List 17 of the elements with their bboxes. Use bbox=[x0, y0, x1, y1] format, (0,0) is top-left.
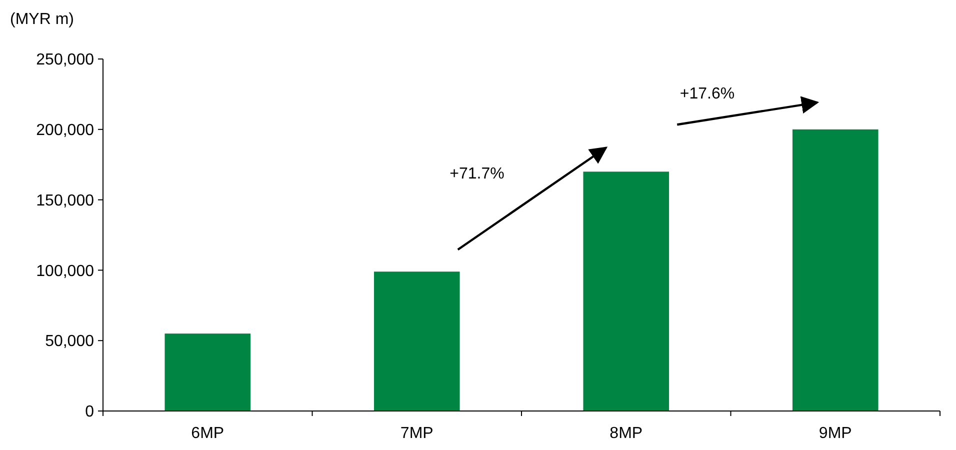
y-axis-title: (MYR m) bbox=[10, 11, 74, 28]
bar bbox=[583, 172, 670, 411]
y-tick-label: 0 bbox=[85, 404, 94, 421]
bar bbox=[792, 129, 878, 411]
y-tick-label: 200,000 bbox=[36, 122, 94, 139]
bar bbox=[374, 272, 460, 411]
annotation: +17.6% bbox=[680, 86, 735, 103]
bar bbox=[164, 334, 251, 411]
y-tick-label: 150,000 bbox=[36, 192, 94, 210]
x-tick-label: 8MP bbox=[610, 425, 643, 442]
x-tick-label: 6MP bbox=[191, 425, 224, 442]
x-tick-label: 7MP bbox=[400, 425, 434, 442]
y-tick-label: 50,000 bbox=[45, 333, 94, 350]
y-tick-label: 100,000 bbox=[36, 262, 94, 280]
x-tick-label: 9MP bbox=[818, 425, 852, 442]
annotation: +71.7% bbox=[450, 166, 504, 183]
y-tick-label: 250,000 bbox=[36, 52, 94, 69]
